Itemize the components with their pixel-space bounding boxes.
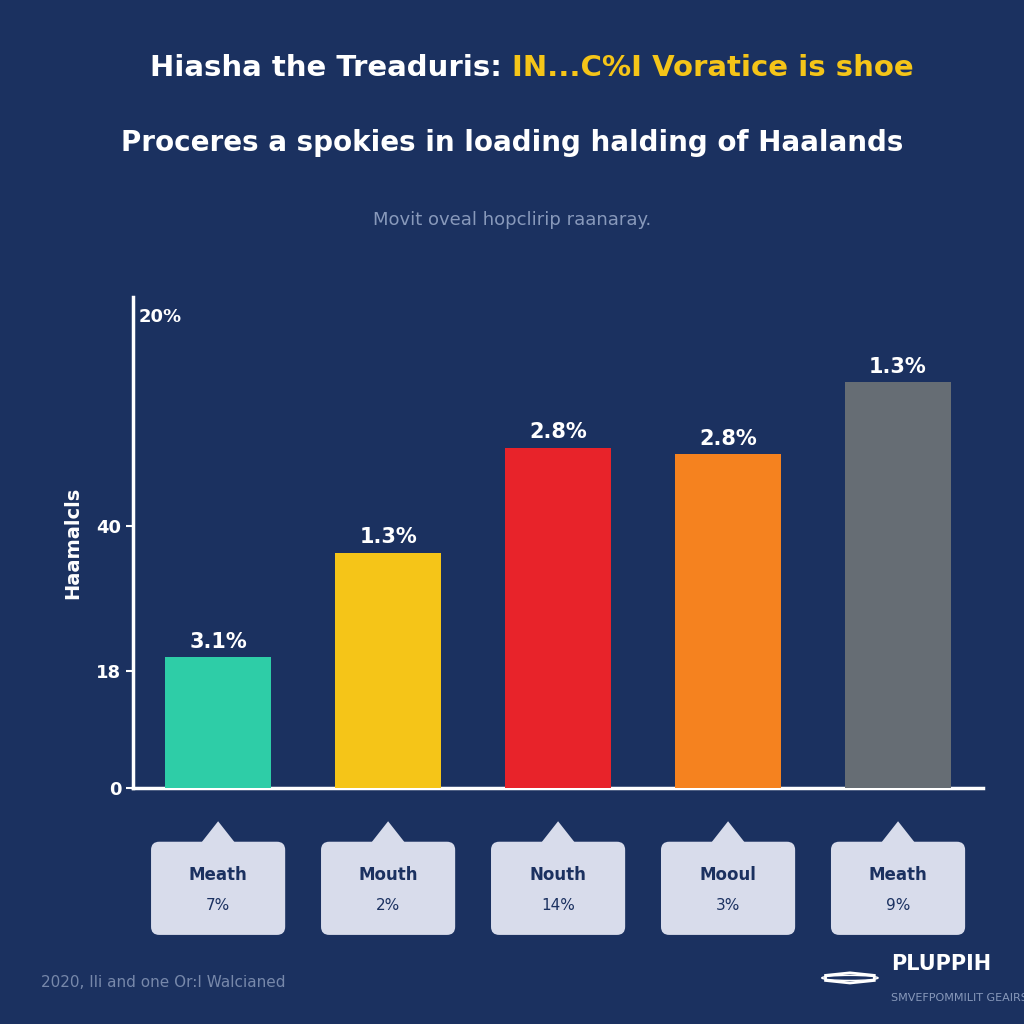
Y-axis label: Haamalcls: Haamalcls	[63, 486, 82, 599]
Text: SMVEFPOMMILIT GEAIRS: SMVEFPOMMILIT GEAIRS	[891, 993, 1024, 1004]
Bar	[166, 657, 270, 788]
Text: Nouth: Nouth	[529, 866, 587, 885]
Text: 1.3%: 1.3%	[869, 357, 927, 377]
Text: 2020, Ili and one Or:I Walcianed: 2020, Ili and one Or:I Walcianed	[41, 975, 286, 990]
Bar	[336, 553, 440, 788]
Bar	[676, 455, 780, 788]
Text: Proceres a spokies in loading halding of Haalands: Proceres a spokies in loading halding of…	[121, 129, 903, 157]
Text: Hiasha the Treaduris:: Hiasha the Treaduris:	[150, 54, 512, 82]
Text: 2.8%: 2.8%	[529, 423, 587, 442]
Text: 2%: 2%	[376, 898, 400, 912]
Text: 2.8%: 2.8%	[699, 429, 757, 449]
Text: Movit oveal hopclirip raanaray.: Movit oveal hopclirip raanaray.	[373, 211, 651, 229]
Text: Meath: Meath	[188, 866, 248, 885]
Text: 20%: 20%	[138, 307, 181, 326]
Text: 9%: 9%	[886, 898, 910, 912]
Bar	[506, 447, 610, 788]
Text: Meath: Meath	[868, 866, 928, 885]
Text: PLUPPIH: PLUPPIH	[891, 954, 991, 974]
Text: Mouth: Mouth	[358, 866, 418, 885]
Text: 1.3%: 1.3%	[359, 527, 417, 547]
Bar	[846, 382, 950, 788]
Text: 3%: 3%	[716, 898, 740, 912]
Text: 14%: 14%	[541, 898, 575, 912]
Text: IN...C%I Voratice is shoe: IN...C%I Voratice is shoe	[512, 54, 913, 82]
Text: 7%: 7%	[206, 898, 230, 912]
Text: Mooul: Mooul	[699, 866, 757, 885]
Text: 3.1%: 3.1%	[189, 632, 247, 652]
